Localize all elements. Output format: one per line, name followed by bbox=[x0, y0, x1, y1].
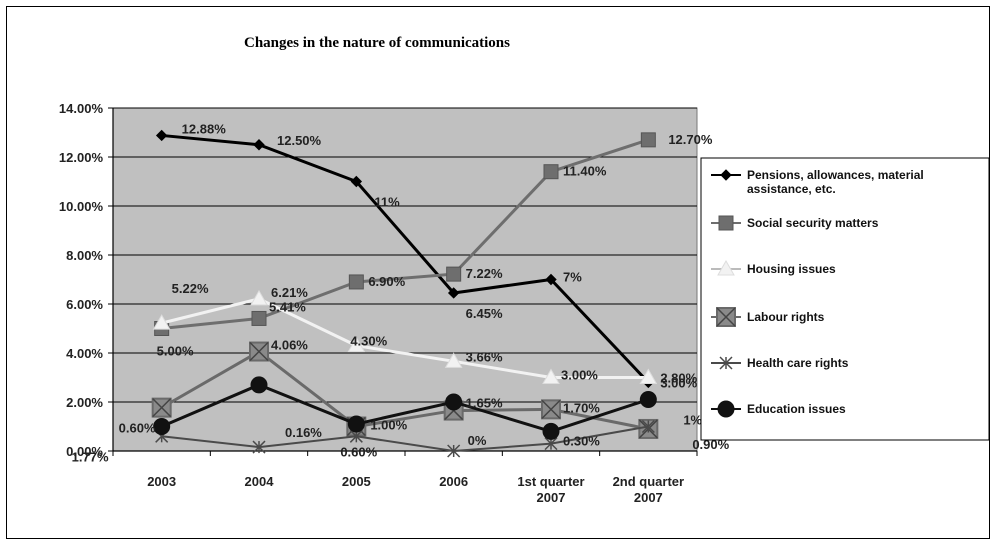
legend-label-4: Labour rights bbox=[747, 310, 825, 324]
series-4-point-cross bbox=[541, 399, 561, 419]
series-6-point bbox=[445, 393, 463, 411]
data-label: 1.00% bbox=[370, 418, 407, 433]
data-label: 3.66% bbox=[466, 349, 503, 364]
y-tick-label: 12.00% bbox=[59, 150, 104, 165]
legend-marker-6 bbox=[717, 400, 735, 418]
series-1-point bbox=[350, 175, 363, 188]
data-label: 0% bbox=[468, 433, 487, 448]
data-label: 11% bbox=[374, 195, 400, 210]
y-tick-label: 10.00% bbox=[59, 199, 104, 214]
data-label: 1.65% bbox=[466, 396, 503, 411]
data-label: 5.22% bbox=[172, 281, 209, 296]
data-label: 0.90% bbox=[692, 437, 729, 452]
x-tick-label: 2nd quarter bbox=[613, 474, 685, 489]
data-label: 0.60% bbox=[119, 420, 156, 435]
series-3-point bbox=[152, 314, 171, 330]
data-label: 1% bbox=[683, 413, 702, 428]
series-4-point-cross bbox=[249, 341, 269, 362]
y-tick-label: 4.00% bbox=[66, 346, 103, 361]
legend-marker-4-cross bbox=[716, 307, 736, 327]
line-chart: Changes in the nature of communications 0… bbox=[59, 35, 990, 505]
legend-marker-2 bbox=[718, 215, 734, 231]
series-1-point bbox=[253, 139, 265, 151]
x-tick-label: 2007 bbox=[537, 490, 566, 505]
series-6-point bbox=[250, 376, 268, 394]
series-line-4 bbox=[160, 349, 649, 431]
series-6-point bbox=[153, 418, 171, 435]
data-label: 4.06% bbox=[271, 338, 308, 353]
data-label: 6.45% bbox=[466, 306, 503, 321]
y-tick-label: 0.00% bbox=[66, 444, 103, 459]
series-3-point bbox=[250, 289, 268, 306]
series-1-point bbox=[545, 273, 557, 286]
series-2-point bbox=[348, 274, 364, 290]
y-tick-label: 6.00% bbox=[66, 297, 103, 312]
legend-label-6: Education issues bbox=[747, 402, 846, 416]
data-label: 6.90% bbox=[368, 274, 405, 289]
legend-marker-1 bbox=[720, 169, 732, 181]
x-tick-label: 2007 bbox=[634, 490, 663, 505]
series-6-point bbox=[542, 422, 560, 440]
data-label: 0.60% bbox=[340, 444, 377, 459]
series-2-point bbox=[251, 310, 267, 326]
y-tick-label: 14.00% bbox=[59, 101, 104, 116]
series-2-point bbox=[446, 266, 462, 282]
data-label: 11.40% bbox=[563, 164, 607, 179]
chart-frame: Changes in the nature of communications 0… bbox=[6, 6, 990, 539]
legend-label-5: Health care rights bbox=[747, 356, 849, 370]
x-tick-label: 2006 bbox=[439, 474, 468, 489]
series-2-point bbox=[543, 164, 559, 180]
data-label: 3.00% bbox=[561, 368, 598, 383]
series-6-point bbox=[639, 391, 657, 409]
y-tick-label: 2.00% bbox=[66, 395, 103, 410]
y-tick-label: 8.00% bbox=[66, 248, 103, 263]
data-label: 7.22% bbox=[466, 266, 503, 281]
x-tick-label: 1st quarter bbox=[517, 474, 584, 489]
data-label: 5.00% bbox=[157, 344, 194, 359]
data-label: 5.41% bbox=[269, 299, 306, 314]
chart-title: Changes in the nature of communications bbox=[244, 35, 510, 51]
legend-label-3: Housing issues bbox=[747, 262, 836, 276]
data-label: 3.00% bbox=[660, 376, 697, 391]
series-3-point bbox=[639, 368, 658, 384]
series-line-2 bbox=[161, 138, 649, 330]
data-label: 1.70% bbox=[563, 400, 600, 415]
legend-box bbox=[700, 157, 990, 441]
series-line-3 bbox=[161, 297, 649, 379]
series-3-point bbox=[347, 336, 366, 353]
series-2-point bbox=[640, 132, 656, 148]
data-label: 12.88% bbox=[182, 121, 227, 136]
series-3-point bbox=[542, 368, 560, 384]
data-label: 2.80% bbox=[660, 370, 697, 385]
data-label: 4.30% bbox=[350, 334, 387, 349]
data-label: 0.16% bbox=[285, 425, 322, 440]
series-line-5 bbox=[161, 425, 649, 453]
legend-label-1: assistance, etc. bbox=[747, 182, 836, 196]
series-line-6 bbox=[161, 383, 649, 433]
legend-label-1: Pensions, allowances, material bbox=[747, 168, 924, 182]
data-label: 1.77% bbox=[72, 450, 109, 465]
x-tick-label: 2004 bbox=[245, 474, 275, 489]
data-label: 7% bbox=[563, 270, 582, 285]
x-tick-label: 2003 bbox=[147, 474, 176, 489]
series-1-point bbox=[155, 129, 168, 142]
series-4-point-cross bbox=[152, 398, 172, 418]
data-label: 12.70% bbox=[668, 132, 713, 147]
data-label: 6.21% bbox=[271, 285, 308, 300]
data-label: 0.30% bbox=[563, 434, 600, 449]
legend-label-2: Social security matters bbox=[747, 216, 879, 230]
series-3-point bbox=[444, 352, 463, 368]
series-6-point bbox=[347, 415, 365, 433]
x-tick-label: 2005 bbox=[342, 474, 371, 489]
series-line-1 bbox=[161, 133, 650, 384]
series-1-point bbox=[447, 287, 460, 299]
data-label: 12.50% bbox=[277, 133, 322, 148]
legend-marker-3 bbox=[717, 259, 735, 276]
